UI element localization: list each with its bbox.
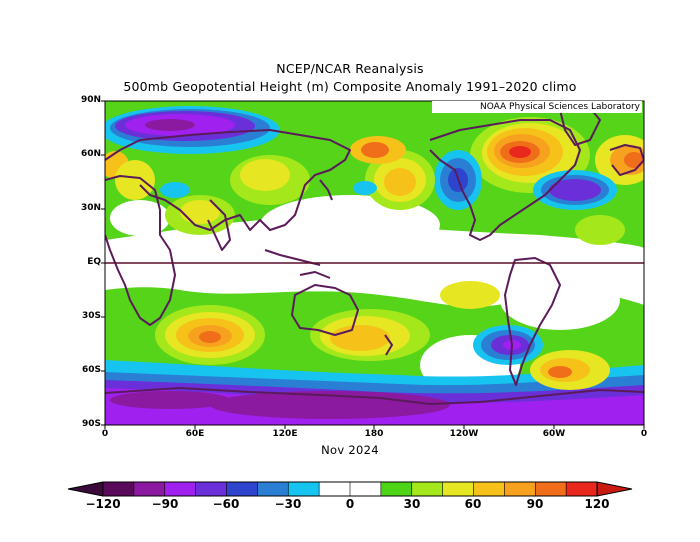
colorbar-tick-label: −120 — [85, 497, 121, 511]
colorbar-cell — [318, 481, 351, 497]
colorbar — [67, 481, 633, 497]
colorbar-tick-label: 90 — [526, 497, 544, 511]
colorbar-cell — [257, 481, 289, 497]
colorbar-tick-label: 30 — [403, 497, 421, 511]
colorbar-tick-label: 120 — [584, 497, 610, 511]
lat-label: 90S — [81, 419, 101, 429]
colorbar-cell — [442, 481, 475, 497]
colorbar-cell — [504, 481, 536, 497]
lat-label: 30N — [80, 203, 101, 213]
lon-label: 0 — [640, 429, 648, 439]
colorbar-cell — [380, 481, 413, 497]
chart-subtitle: 500mb Geopotential Height (m) Composite … — [123, 79, 577, 94]
colorbar-tick-label: −30 — [274, 497, 302, 511]
lat-label: EQ — [87, 257, 101, 267]
colorbar-tick-label: −90 — [151, 497, 179, 511]
colorbar-cell — [411, 481, 444, 497]
colorbar-tick-label: 0 — [345, 497, 355, 511]
lat-label: 30S — [81, 311, 101, 321]
credit-label: NOAA Physical Sciences Laboratory — [432, 101, 642, 113]
chart-title: NCEP/NCAR Reanalysis — [276, 61, 424, 76]
lon-label: 60E — [185, 429, 205, 439]
colorbar-cell — [473, 481, 506, 497]
colorbar-cell — [534, 481, 567, 497]
colorbar-cell — [102, 481, 135, 497]
colorbar-tick-label: 60 — [464, 497, 482, 511]
lon-label: 120W — [449, 429, 479, 439]
colorbar-cell — [349, 481, 382, 497]
colorbar-cell — [164, 481, 197, 497]
period-label: Nov 2024 — [321, 443, 379, 457]
lon-label: 120E — [272, 429, 298, 439]
colorbar-cell — [195, 481, 228, 497]
axis-ticks — [101, 100, 645, 429]
colorbar-cell — [565, 481, 598, 497]
lon-label: 60W — [542, 429, 566, 439]
colorbar-cell — [133, 481, 166, 497]
colorbar-cell — [287, 481, 320, 497]
coastlines — [105, 107, 644, 405]
colorbar-cell — [226, 481, 259, 497]
lon-label: 0 — [101, 429, 109, 439]
colorbar-tick-label: −60 — [212, 497, 240, 511]
lon-label: 180 — [364, 429, 384, 439]
colorbar-high-arrow — [596, 481, 633, 497]
lat-label: 90N — [80, 95, 101, 105]
colorbar-low-arrow — [67, 481, 104, 497]
anomaly-field — [105, 101, 644, 425]
lat-label: 60S — [81, 365, 101, 375]
lat-label: 60N — [80, 149, 101, 159]
